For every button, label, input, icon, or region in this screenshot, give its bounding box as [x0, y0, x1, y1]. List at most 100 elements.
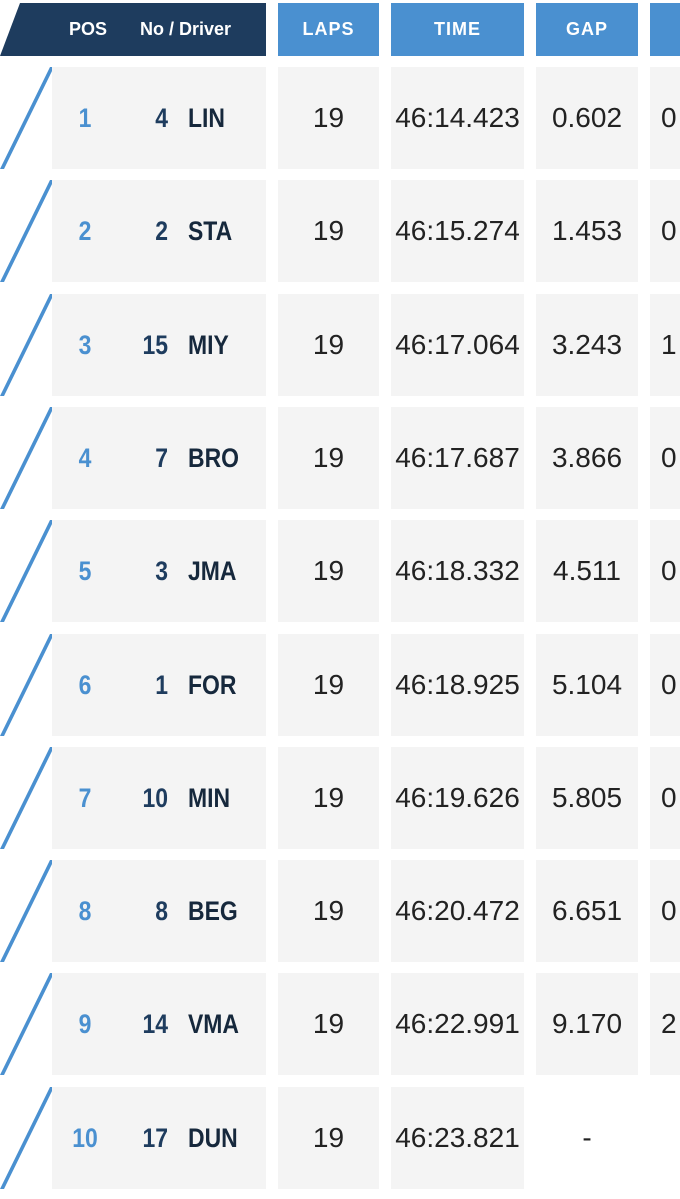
- row-car-number: 8: [155, 896, 168, 926]
- row-laps-cell: [278, 860, 379, 962]
- row-gap: 9.170: [551, 1008, 623, 1039]
- row-laps: 19: [312, 1122, 345, 1153]
- row-time-cell: [391, 520, 524, 622]
- row-slash-decoration: [0, 67, 54, 169]
- row-position: 7: [78, 783, 92, 813]
- row-position: 6: [78, 670, 92, 700]
- row-position: 8: [78, 896, 92, 926]
- row-gap: 0.602: [551, 102, 623, 133]
- table-row[interactable]: 3 15 MIY 19 46:17.064 3.243 1: [0, 294, 680, 396]
- row-driver-cell: [52, 294, 266, 396]
- row-time-cell: [391, 67, 524, 169]
- row-position: 9: [78, 1009, 92, 1039]
- row-car-number: 15: [142, 330, 168, 360]
- row-time: 46:15.274: [395, 215, 520, 246]
- row-car-number: 7: [155, 443, 168, 473]
- row-laps: 19: [312, 215, 345, 246]
- row-interval: 0: [661, 782, 677, 813]
- row-driver-cell: [52, 747, 266, 849]
- row-interval-cell: [650, 180, 680, 282]
- row-time-cell: [391, 973, 524, 1075]
- row-time-cell: [391, 860, 524, 962]
- row-car-number: 2: [155, 216, 168, 246]
- row-driver-code: LIN: [188, 103, 225, 133]
- row-slash-decoration: [0, 180, 54, 282]
- row-gap: 3.866: [551, 442, 623, 473]
- row-driver-code: MIY: [188, 330, 229, 360]
- table-row[interactable]: 5 3 JMA 19 46:18.332 4.511 0: [0, 520, 680, 622]
- row-time-cell: [391, 1087, 524, 1189]
- row-gap: 1.453: [551, 215, 623, 246]
- row-interval-cell: [650, 860, 680, 962]
- row-position: 5: [78, 556, 92, 586]
- row-interval-cell: [650, 747, 680, 849]
- row-time-cell: [391, 634, 524, 736]
- header-driver: No / Driver: [140, 19, 232, 39]
- row-time: 46:23.821: [395, 1122, 520, 1153]
- header-laps: LAPS: [278, 3, 379, 56]
- row-driver-code: STA: [188, 216, 233, 246]
- row-position: 2: [78, 216, 92, 246]
- header-time: TIME: [391, 3, 524, 56]
- row-interval: 2: [661, 1008, 677, 1039]
- row-driver-code: BRO: [188, 443, 239, 473]
- row-interval-cell: [650, 67, 680, 169]
- row-time-cell: [391, 407, 524, 509]
- row-laps-cell: [278, 407, 379, 509]
- row-slash-decoration: [0, 860, 54, 962]
- row-time: 46:18.332: [395, 555, 520, 586]
- row-interval: 0: [661, 442, 677, 473]
- table-row[interactable]: 4 7 BRO 19 46:17.687 3.866 0: [0, 407, 680, 509]
- row-gap: 5.805: [551, 782, 623, 813]
- table-row[interactable]: 1 4 LIN 19 46:14.423 0.602 0: [0, 67, 680, 169]
- row-gap: 4.511: [553, 555, 621, 586]
- row-car-number: 3: [155, 556, 168, 586]
- row-driver-code: BEG: [188, 896, 238, 926]
- header-background: [0, 3, 266, 56]
- row-laps-cell: [278, 180, 379, 282]
- row-gap-cell: [536, 407, 638, 509]
- table-row[interactable]: 6 1 FOR 19 46:18.925 5.104 0: [0, 634, 680, 736]
- row-slash-decoration: [0, 407, 54, 509]
- table-row[interactable]: 7 10 MIN 19 46:19.626 5.805 0: [0, 747, 680, 849]
- row-driver-cell: [52, 520, 266, 622]
- row-slash-decoration: [0, 747, 54, 849]
- row-position: 1: [78, 103, 92, 133]
- row-car-number: 4: [155, 103, 168, 133]
- row-time: 46:20.472: [395, 895, 520, 926]
- header-interval: [650, 3, 680, 56]
- row-driver-code: MIN: [188, 783, 231, 813]
- row-driver-code: VMA: [188, 1009, 239, 1039]
- row-gap-cell: [536, 747, 638, 849]
- row-interval: 0: [661, 555, 677, 586]
- row-car-number: 10: [142, 783, 168, 813]
- row-laps-cell: [278, 973, 379, 1075]
- row-interval: 0: [661, 102, 677, 133]
- row-slash-decoration: [0, 1087, 54, 1189]
- row-position: 3: [78, 330, 92, 360]
- row-driver-code: JMA: [188, 556, 237, 586]
- row-driver-code: DUN: [188, 1123, 238, 1153]
- row-slash-decoration: [0, 973, 54, 1075]
- table-row[interactable]: 10 17 DUN 19 46:23.821 -: [0, 1087, 680, 1189]
- table-row[interactable]: 8 8 BEG 19 46:20.472 6.651 0: [0, 860, 680, 962]
- table-row[interactable]: 9 14 VMA 19 46:22.991 9.170 2: [0, 973, 680, 1075]
- table-row[interactable]: 2 2 STA 19 46:15.274 1.453 0: [0, 180, 680, 282]
- row-laps-cell: [278, 520, 379, 622]
- row-gap-cell: [536, 520, 638, 622]
- row-laps: 19: [312, 442, 345, 473]
- row-driver-cell: [52, 180, 266, 282]
- row-laps-cell: [278, 294, 379, 396]
- row-gap-cell: [536, 180, 638, 282]
- row-time: 46:17.064: [395, 329, 520, 360]
- row-laps: 19: [312, 102, 345, 133]
- row-gap-cell: [536, 634, 638, 736]
- row-gap: 6.651: [551, 895, 623, 926]
- row-laps-cell: [278, 634, 379, 736]
- row-driver-code: FOR: [188, 670, 237, 700]
- row-position: 4: [78, 443, 92, 473]
- row-gap: -: [582, 1122, 592, 1153]
- row-laps: 19: [312, 895, 345, 926]
- row-interval: 0: [661, 895, 677, 926]
- row-slash-decoration: [0, 634, 54, 736]
